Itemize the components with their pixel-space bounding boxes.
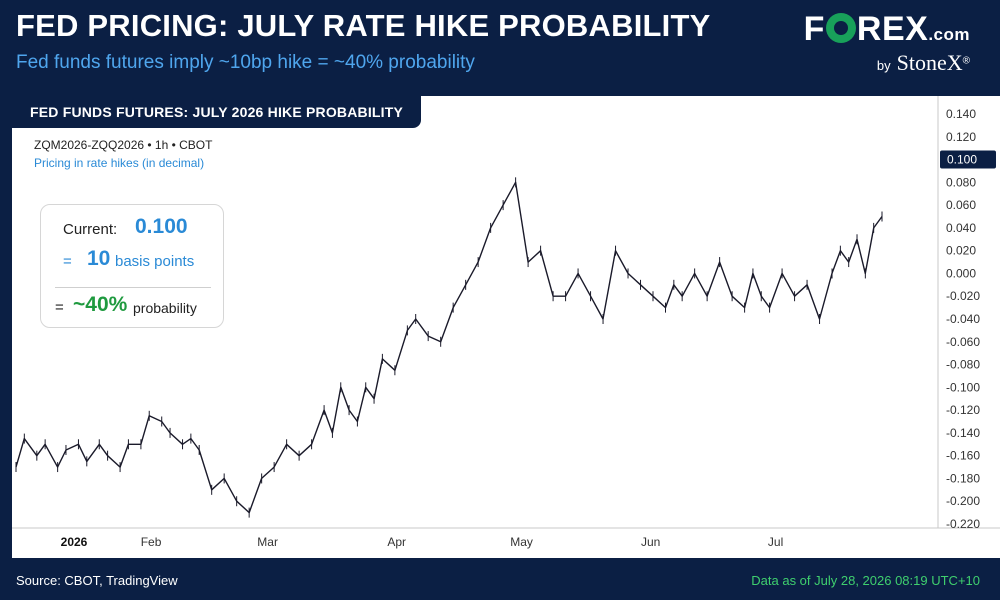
logo-letters-rex: REX xyxy=(856,10,929,48)
probability-value: ~40% xyxy=(73,293,128,316)
y-tick-label: -0.140 xyxy=(946,426,980,440)
y-tick-label: -0.220 xyxy=(946,517,980,531)
prob-equals-sign: = xyxy=(55,299,64,316)
chart-panel: 0.140 0.120 0.100 0.080 0.060 0.040 0.020 0.000… xyxy=(12,96,1000,558)
price-series-line xyxy=(15,181,883,514)
y-tick-label: -0.040 xyxy=(946,312,980,326)
current-value: 0.100 xyxy=(135,215,188,238)
logo-o-icon xyxy=(825,13,856,43)
logo-wordmark: F REX.com xyxy=(804,10,970,49)
logo-byline: by StoneX® xyxy=(877,50,970,76)
y-tick-label: -0.160 xyxy=(946,449,980,463)
y-tick-label: 0.120 xyxy=(946,130,976,144)
y-tick-label: -0.020 xyxy=(946,289,980,303)
last-price-label: 0.100 xyxy=(947,153,977,167)
y-tick-label: 0.060 xyxy=(946,198,976,212)
x-tick-label: 2026 xyxy=(61,535,88,549)
y-tick-label: -0.120 xyxy=(946,403,980,417)
page-title: FED PRICING: JULY RATE HIKE PROBABILITY xyxy=(16,8,711,43)
y-tick-label: -0.060 xyxy=(946,335,980,349)
probability-label: probability xyxy=(133,300,197,316)
symbol-line: ZQM2026-ZQQ2026 • 1h • CBOT xyxy=(34,138,213,152)
logo-by: by xyxy=(876,58,891,73)
logo-letter-f: F xyxy=(803,10,825,48)
current-label: Current: xyxy=(63,221,118,238)
y-tick-label: 0.080 xyxy=(946,175,976,189)
price-chart: 0.140 0.120 0.100 0.080 0.060 0.040 0.020 0.000… xyxy=(12,96,1000,549)
y-tick-label: -0.100 xyxy=(946,380,980,394)
pricing-note: Pricing in rate hikes (in decimal) xyxy=(34,156,205,170)
logo-dotcom: .com xyxy=(928,25,970,44)
y-tick-label: -0.180 xyxy=(946,471,980,485)
data-timestamp: Data as of July 28, 2026 08:19 UTC+10 xyxy=(751,573,980,588)
current-value-box: Current: 0.100 = 10 basis points = ~40% … xyxy=(40,204,224,328)
chart-title-tag: FED FUNDS FUTURES: JULY 2026 HIKE PROBAB… xyxy=(12,96,422,128)
basis-points-value: 10 xyxy=(87,247,111,270)
header: FED PRICING: JULY RATE HIKE PROBABILITY … xyxy=(0,0,1000,88)
equals-sign: = xyxy=(63,253,72,270)
page-subtitle: Fed funds futures imply ~10bp hike = ~40… xyxy=(16,52,475,73)
logo-stonex: StoneX xyxy=(896,50,963,75)
y-tick-label: -0.080 xyxy=(946,358,980,372)
forex-logo: F REX.com by StoneX® xyxy=(770,10,970,76)
x-tick-label: May xyxy=(510,535,533,549)
y-tick-label: 0.040 xyxy=(946,221,976,235)
y-tick-label: 0.140 xyxy=(946,107,976,121)
basis-points-label: basis points xyxy=(115,253,195,270)
info-divider xyxy=(55,287,211,288)
x-tick-label: Mar xyxy=(257,535,278,549)
logo-registered: ® xyxy=(962,55,970,67)
y-tick-label: 0.000 xyxy=(946,266,976,280)
last-price-tag xyxy=(940,150,996,169)
source-note: Source: CBOT, TradingView xyxy=(16,573,178,588)
x-tick-label: Apr xyxy=(387,535,406,549)
footer: Source: CBOT, TradingView Data as of Jul… xyxy=(0,564,1000,600)
y-tick-label: -0.200 xyxy=(946,494,980,508)
x-tick-label: Jul xyxy=(768,535,783,549)
x-tick-label: Feb xyxy=(141,535,162,549)
x-tick-label: Jun xyxy=(641,535,660,549)
y-tick-label: 0.020 xyxy=(946,244,976,258)
